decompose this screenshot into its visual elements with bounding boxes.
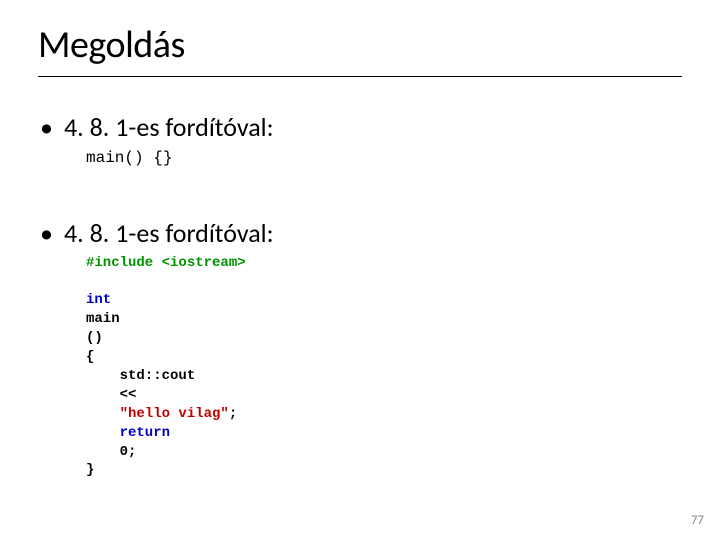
fn-main: main xyxy=(86,311,120,327)
slide-title: Megoldás xyxy=(38,22,682,68)
kw-int: int xyxy=(86,292,111,308)
bullet-list-2: 4. 8. 1-es fordítóval: xyxy=(38,217,682,250)
page-number: 77 xyxy=(691,513,704,528)
string-literal: "hello vilag" xyxy=(120,406,229,422)
indent xyxy=(86,406,120,422)
shift-op: << xyxy=(86,387,136,403)
bullet-item-1: 4. 8. 1-es fordítóval: xyxy=(38,111,682,144)
open-brace: { xyxy=(86,349,94,365)
bullet-item-2: 4. 8. 1-es fordítóval: xyxy=(38,217,682,250)
semicolon-1: ; xyxy=(229,406,237,422)
code-block-2: #include <iostream> int main () { std::c… xyxy=(86,254,682,481)
bullet-1-text: 4. 8. 1-es fordítóval: xyxy=(64,111,274,143)
semicolon-2: ; xyxy=(128,444,136,460)
close-brace: } xyxy=(86,462,94,478)
bullet-2-text: 4. 8. 1-es fordítóval: xyxy=(64,217,274,249)
kw-return: return xyxy=(86,425,170,441)
bullet-list: 4. 8. 1-es fordítóval: xyxy=(38,111,682,144)
code-block-1: main() {} xyxy=(86,148,682,170)
spacer xyxy=(38,169,682,217)
slide: Megoldás 4. 8. 1-es fordítóval: main() {… xyxy=(0,0,720,540)
zero: 0 xyxy=(86,444,128,460)
include-keyword: #include xyxy=(86,255,153,271)
parens: () xyxy=(86,330,103,346)
title-underline xyxy=(38,76,682,77)
include-header: <iostream> xyxy=(162,255,246,271)
stdcout: std::cout xyxy=(86,368,195,384)
